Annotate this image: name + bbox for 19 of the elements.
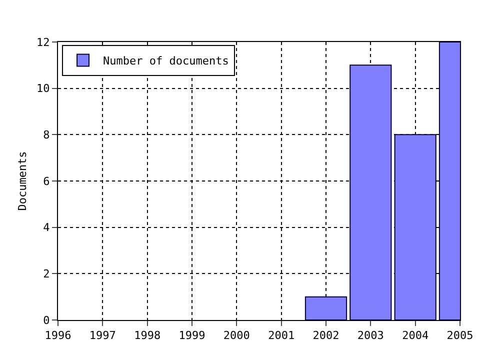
x-tick-label: 1999 (178, 329, 206, 342)
x-tick-label: 2002 (312, 329, 340, 342)
x-tick-label: 2003 (357, 329, 384, 342)
y-tick-label: 10 (36, 82, 50, 96)
y-tick-label: 0 (43, 314, 50, 327)
x-tick-label: 2005 (446, 329, 474, 342)
legend-label: Number of documents (103, 54, 229, 68)
x-tick-label: 1998 (134, 329, 161, 342)
x-tick-label: 2004 (402, 329, 429, 342)
y-tick-label: 2 (43, 268, 50, 281)
y-tick-label: 6 (43, 174, 50, 188)
x-tick-label: 2001 (268, 329, 295, 342)
x-tick-label: 1996 (44, 329, 72, 342)
y-tick-label: 4 (43, 221, 50, 234)
x-tick-label: 2000 (223, 329, 250, 342)
y-tick-label: 8 (43, 128, 50, 142)
y-axis-title: Documents (16, 151, 29, 211)
x-tick-label: 1997 (89, 329, 116, 342)
y-tick-label: 12 (36, 36, 50, 49)
